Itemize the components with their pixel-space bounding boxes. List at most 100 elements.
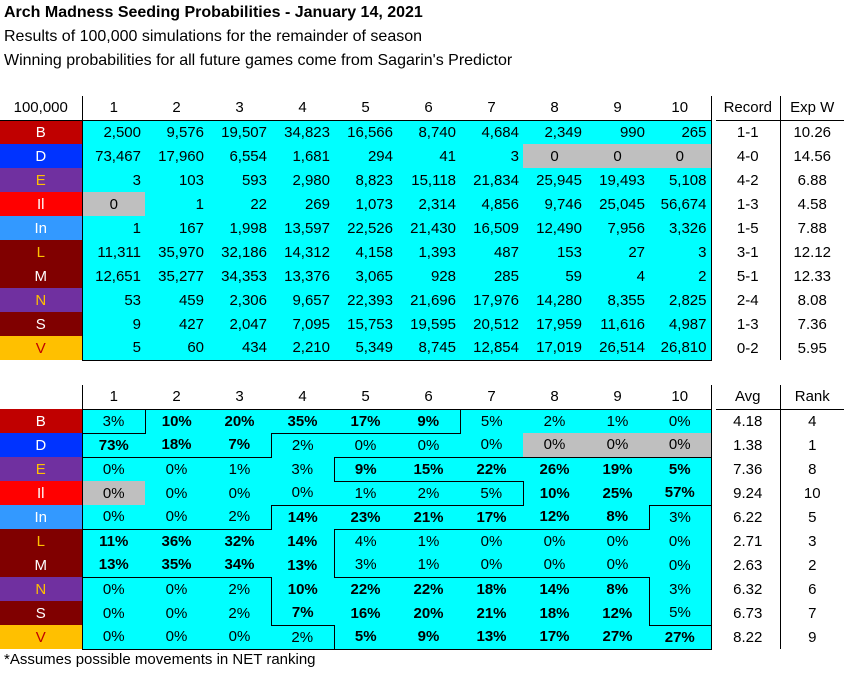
- record-cell: 1-5: [716, 216, 781, 240]
- probability-cell: 32%: [208, 528, 271, 553]
- count-cell: 3: [81, 168, 145, 192]
- count-cell: 9,576: [145, 120, 208, 144]
- team-label: L: [0, 529, 82, 553]
- count-cell: 12,490: [523, 216, 586, 240]
- count-cell: 9: [81, 312, 145, 336]
- probability-cell: 1%: [334, 481, 397, 505]
- table-row: D 73,467 17,960 6,554 1,681 294 41 3 0 0 0 4-0 14.56: [0, 144, 844, 168]
- probability-cell: 12%: [523, 505, 586, 530]
- count-cell: 14,312: [271, 240, 334, 264]
- count-cell: 1,998: [208, 216, 271, 240]
- simulation-counts-table: 100,000 1 2 3 4 5 6 7 8 9 10 Record Exp W B 2,500 9,576…: [0, 96, 844, 361]
- count-cell: 34,353: [208, 264, 271, 288]
- seed-header: 10: [649, 96, 712, 121]
- count-cell: 13,376: [271, 264, 334, 288]
- count-cell: 593: [208, 168, 271, 192]
- count-cell: 0: [81, 192, 145, 216]
- count-cell: 17,019: [523, 336, 586, 361]
- probability-cell: 17%: [523, 625, 586, 650]
- count-cell: 2,825: [649, 288, 712, 312]
- count-cell: 4,987: [649, 312, 712, 336]
- avg-cell: 2.63: [716, 553, 781, 577]
- probability-cell: 15%: [397, 456, 460, 482]
- corner-header: 100,000: [0, 96, 82, 121]
- count-cell: 4,856: [460, 192, 523, 216]
- team-label: S: [0, 601, 82, 625]
- count-cell: 21,834: [460, 168, 523, 192]
- table-row: B 3% 10% 20% 35% 17% 9% 5% 2% 1% 0% 4.18 4: [0, 408, 844, 434]
- table-row: Il 0% 0% 0% 0% 1% 2% 5% 10% 25% 57% 9.24 10: [0, 481, 844, 506]
- probability-cell: 10%: [270, 577, 334, 601]
- count-cell: 5,349: [334, 336, 397, 361]
- record-cell: 3-1: [716, 240, 781, 264]
- probability-cell: 0%: [649, 409, 712, 433]
- probability-cell: 57%: [649, 481, 712, 506]
- count-cell: 13,597: [271, 216, 334, 240]
- record-cell: 1-3: [716, 312, 781, 336]
- probability-cell: 3%: [649, 577, 712, 601]
- probability-cell: 27%: [586, 625, 649, 650]
- count-cell: 17,960: [145, 144, 208, 168]
- avg-cell: 6.32: [716, 577, 781, 601]
- count-cell: 6,554: [208, 144, 271, 168]
- probability-cell: 4%: [334, 529, 397, 553]
- count-cell: 1: [145, 192, 208, 216]
- probability-cell: 9%: [397, 408, 461, 434]
- probability-cell: 13%: [271, 553, 335, 577]
- record-cell: 4-2: [716, 168, 781, 192]
- rank-cell: 5: [808, 508, 817, 526]
- table-row: V 0% 0% 0% 2% 5% 9% 13% 17% 27% 27% 8.22 9: [0, 624, 844, 650]
- probability-cell: 5%: [649, 456, 712, 481]
- count-cell: 16,566: [334, 120, 397, 144]
- subtitle-simulations: Results of 100,000 simulations for the r…: [4, 28, 423, 45]
- count-cell: 0: [586, 144, 649, 168]
- expw-cell: 7.36: [797, 315, 827, 333]
- table-row: N 0% 0% 2% 10% 22% 22% 18% 14% 8% 3% 6.32 6: [0, 576, 844, 601]
- count-cell: 60: [145, 336, 208, 361]
- count-cell: 26,810: [649, 336, 712, 361]
- probability-cell: 7%: [208, 433, 272, 458]
- table-row: E 0% 0% 1% 3% 9% 15% 22% 26% 19% 5% 7.36 8: [0, 456, 844, 482]
- probability-cell: 0%: [81, 601, 145, 625]
- seed-header: 7: [460, 96, 523, 121]
- probability-cell: 1%: [397, 529, 460, 553]
- seed-header: 5: [334, 96, 397, 121]
- probability-cell: 13%: [81, 553, 145, 578]
- probability-cell: 2%: [271, 625, 334, 650]
- count-cell: 285: [460, 264, 523, 288]
- count-cell: 0: [649, 144, 712, 168]
- probability-cell: 21%: [397, 504, 460, 530]
- count-cell: 32,186: [208, 240, 271, 264]
- probability-cell: 18%: [145, 433, 208, 458]
- table-header-row: 1 2 3 4 5 6 7 8 9 10 Avg Rank: [0, 385, 844, 410]
- seed-header: 2: [145, 385, 208, 410]
- count-cell: 103: [145, 168, 208, 192]
- count-cell: 25,945: [523, 168, 586, 192]
- probability-cell: 2%: [397, 481, 460, 505]
- table-row: In 0% 0% 2% 14% 23% 21% 17% 12% 8% 3% 6.22 5: [0, 504, 844, 530]
- probability-cell: 20%: [397, 601, 460, 625]
- table-row: M 12,651 35,277 34,353 13,376 3,065 928 285 59 4 2…: [0, 264, 844, 288]
- team-label: L: [0, 240, 82, 264]
- probability-cell: 9%: [333, 456, 397, 482]
- probability-cell: 0%: [145, 505, 208, 529]
- probability-cell: 10%: [144, 408, 208, 433]
- seed-header: 5: [334, 385, 397, 410]
- probability-cell: 5%: [460, 481, 523, 505]
- team-label: E: [0, 457, 82, 481]
- team-label: B: [0, 409, 82, 433]
- table-row: L 11% 36% 32% 14% 4% 1% 0% 0% 0% 0% 2.71 3: [0, 528, 844, 553]
- probability-cell: 0%: [145, 481, 208, 505]
- avg-header: Avg: [716, 385, 781, 410]
- probability-cell: 0%: [586, 433, 649, 457]
- probability-cell: 5%: [333, 625, 397, 650]
- probability-cell: 19%: [586, 456, 649, 481]
- probability-cell: 7%: [270, 601, 334, 626]
- probability-cell: 2%: [271, 433, 334, 457]
- count-cell: 4,158: [334, 240, 397, 264]
- record-cell: 2-4: [716, 288, 781, 312]
- count-cell: 7,095: [271, 312, 334, 336]
- probability-cell: 23%: [334, 504, 397, 530]
- probability-cell: 0%: [145, 457, 208, 481]
- team-label: D: [0, 144, 82, 168]
